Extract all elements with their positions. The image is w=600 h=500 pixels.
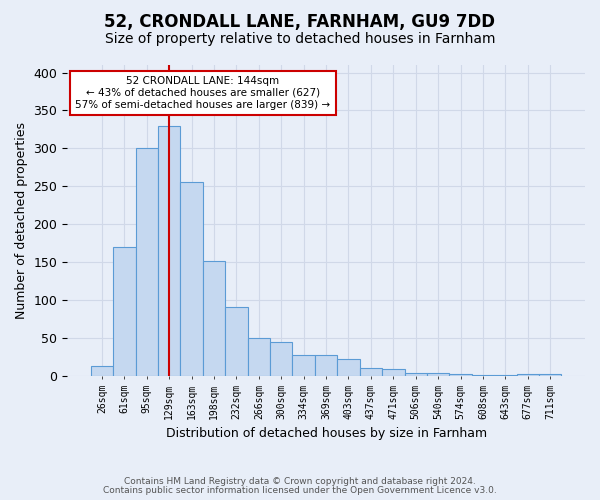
Bar	[292, 354, 315, 376]
Text: Size of property relative to detached houses in Farnham: Size of property relative to detached ho…	[105, 32, 495, 46]
Bar	[427, 372, 449, 376]
Bar	[382, 369, 404, 376]
Bar	[337, 359, 360, 376]
Bar	[270, 342, 292, 376]
Text: 52, CRONDALL LANE, FARNHAM, GU9 7DD: 52, CRONDALL LANE, FARNHAM, GU9 7DD	[104, 12, 496, 30]
Bar	[136, 148, 158, 376]
Bar	[449, 374, 472, 376]
Bar	[494, 375, 517, 376]
X-axis label: Distribution of detached houses by size in Farnham: Distribution of detached houses by size …	[166, 427, 487, 440]
Bar	[517, 374, 539, 376]
Bar	[539, 374, 562, 376]
Text: Contains public sector information licensed under the Open Government Licence v3: Contains public sector information licen…	[103, 486, 497, 495]
Y-axis label: Number of detached properties: Number of detached properties	[15, 122, 28, 319]
Bar	[360, 368, 382, 376]
Bar	[472, 375, 494, 376]
Text: Contains HM Land Registry data © Crown copyright and database right 2024.: Contains HM Land Registry data © Crown c…	[124, 477, 476, 486]
Bar	[91, 366, 113, 376]
Bar	[113, 247, 136, 376]
Text: 52 CRONDALL LANE: 144sqm
← 43% of detached houses are smaller (627)
57% of semi-: 52 CRONDALL LANE: 144sqm ← 43% of detach…	[75, 76, 331, 110]
Bar	[225, 307, 248, 376]
Bar	[158, 126, 181, 376]
Bar	[203, 260, 225, 376]
Bar	[248, 338, 270, 376]
Bar	[315, 354, 337, 376]
Bar	[404, 372, 427, 376]
Bar	[181, 182, 203, 376]
